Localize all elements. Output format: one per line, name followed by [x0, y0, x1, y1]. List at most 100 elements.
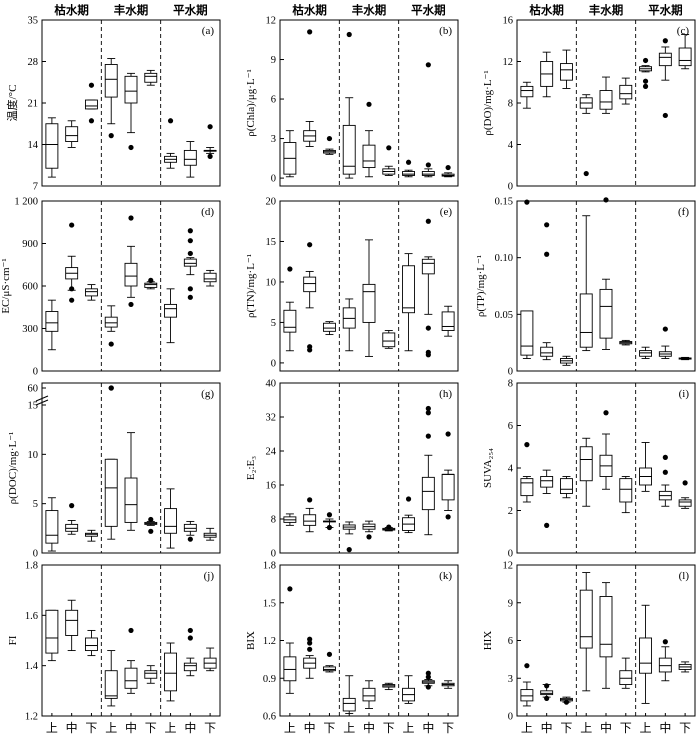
box-iqr: [104, 458, 118, 527]
period-label: 平水期: [648, 3, 683, 17]
box-平水期-中: [183, 141, 197, 178]
box-丰水期-中: [599, 410, 613, 490]
box-平水期-下: [441, 164, 455, 178]
outlier-point: [207, 124, 213, 130]
box-iqr: [104, 670, 118, 699]
box-丰水期-下: [382, 145, 396, 176]
box-iqr: [283, 309, 297, 333]
outlier-point: [563, 699, 570, 705]
box-枯水期-中: [303, 636, 317, 679]
outlier-point: [425, 674, 431, 680]
box-平水期-下: [203, 269, 217, 287]
x-category-label: 中: [541, 720, 553, 735]
outlier-point: [425, 218, 431, 224]
outlier-point: [544, 251, 550, 257]
plot-frame: [279, 382, 459, 554]
outlier-point: [307, 497, 313, 503]
box-平水期-中: [421, 670, 435, 690]
outlier-point: [148, 528, 154, 534]
outlier-point: [524, 199, 530, 205]
box-平水期-上: [164, 288, 178, 344]
box-iqr: [579, 446, 593, 482]
box-iqr: [362, 687, 376, 702]
outlier-point: [603, 410, 609, 416]
box-丰水期-下: [619, 476, 633, 514]
y-tick-label: 1.6: [25, 611, 38, 622]
y-tick-label: 0: [271, 174, 276, 185]
box-iqr: [540, 346, 554, 357]
y-tick-label: 0: [271, 549, 276, 560]
box-枯水期-下: [559, 49, 573, 89]
box-iqr: [441, 311, 455, 331]
outlier-point: [128, 301, 134, 308]
outlier-point: [287, 266, 293, 272]
y-tick-label: 4: [508, 140, 514, 151]
box-枯水期-中: [540, 469, 554, 528]
box-iqr: [362, 144, 376, 169]
box-iqr: [520, 310, 534, 356]
box-iqr: [520, 85, 534, 98]
box-丰水期-上: [579, 572, 593, 692]
panel-g: 0 5 10 15 60 (g) ρ(DOC)/mg·L⁻¹: [7, 382, 221, 560]
y-tick-label: 15: [266, 237, 277, 248]
box-iqr: [579, 293, 593, 348]
y-tick-label: 0.05: [495, 310, 513, 321]
outlier-point: [425, 405, 431, 412]
box-平水期-下: [203, 527, 217, 541]
box-平水期-中: [658, 639, 672, 682]
panel-label: (k): [439, 570, 452, 582]
x-category-label: 上: [46, 721, 58, 735]
outlier-point: [326, 524, 333, 531]
outlier-point: [307, 636, 313, 642]
outlier-point: [662, 454, 668, 460]
box-iqr: [144, 282, 158, 288]
box-iqr: [84, 99, 98, 110]
outlier-point: [366, 534, 372, 540]
y-tick-label: 15: [28, 401, 39, 412]
box-iqr: [183, 662, 197, 672]
y-tick-label: 1.2: [263, 636, 276, 647]
panel-label: (j): [204, 570, 215, 582]
y-tick-label: 16: [266, 481, 277, 492]
y-axis-label: FI: [7, 635, 19, 645]
box-枯水期-上: [283, 586, 297, 694]
box-平水期-上: [639, 346, 653, 359]
box-丰水期-下: [382, 330, 396, 349]
outlier-point: [326, 651, 333, 657]
period-label: 丰水期: [589, 3, 624, 17]
y-axis-label: 温度/°C: [5, 85, 19, 122]
box-iqr: [619, 478, 633, 503]
box-丰水期-上: [579, 437, 593, 507]
box-iqr: [322, 666, 336, 672]
period-label: 丰水期: [114, 3, 149, 17]
y-tick-label: 60: [28, 384, 39, 395]
box-iqr: [104, 64, 118, 98]
box-iqr: [45, 123, 59, 169]
box-iqr: [678, 499, 692, 507]
panel-label: (a): [202, 25, 215, 37]
outlier-point: [405, 159, 412, 165]
box-丰水期-下: [619, 77, 633, 105]
box-平水期-上: [164, 642, 178, 702]
y-tick-label: 9: [271, 55, 276, 66]
y-tick-label: 28: [28, 57, 39, 68]
y-tick-label: 600: [22, 282, 38, 293]
box-枯水期-上: [283, 513, 297, 526]
box-iqr: [599, 90, 613, 110]
box-iqr: [65, 609, 79, 636]
box-平水期-中: [658, 326, 672, 359]
box-iqr: [124, 477, 138, 523]
box-iqr: [342, 697, 356, 712]
panel-j: 1.21.41.61.8(j)FI上中下上中下上中下: [7, 561, 221, 735]
outlier-point: [187, 250, 193, 257]
y-tick-label: 6: [271, 95, 276, 106]
outlier-point: [544, 522, 550, 528]
y-axis-label: ρ(DOC)/mg·L⁻¹: [7, 432, 19, 505]
y-tick-label: 300: [22, 324, 38, 335]
box-枯水期-中: [540, 222, 554, 361]
box-丰水期-下: [144, 69, 158, 86]
y-tick-label: 0.15: [495, 197, 513, 208]
box-枯水期-上: [45, 117, 59, 178]
box-iqr: [658, 657, 672, 673]
